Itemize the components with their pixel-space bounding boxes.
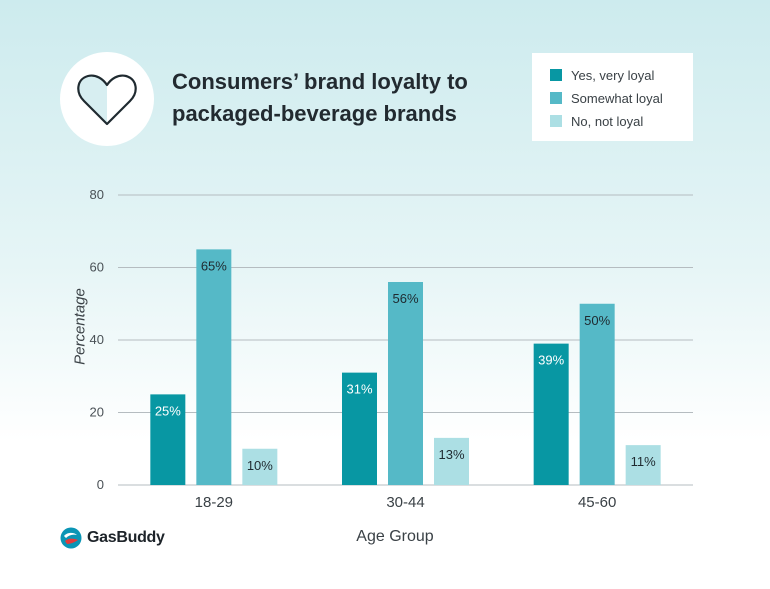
- legend-item-not-loyal: No, not loyal: [550, 113, 643, 129]
- legend-label-not-loyal: No, not loyal: [571, 113, 644, 129]
- brand-name: GasBuddy: [87, 529, 165, 546]
- bar: [342, 372, 377, 485]
- chart-title: Consumers’ brand loyalty to packaged-bev…: [172, 66, 512, 130]
- chart-title-line-2: packaged-beverage brands: [172, 101, 457, 126]
- gasbuddy-logo-icon: [60, 527, 82, 549]
- bar: [434, 437, 469, 485]
- y-axis-title: Percentage: [71, 288, 89, 365]
- legend-item-somewhat-loyal: Somewhat loyal: [550, 90, 663, 106]
- bar-data-label: 56%: [392, 291, 418, 306]
- bar-data-label: 39%: [538, 353, 564, 368]
- x-tick-label: 18-29: [195, 494, 233, 511]
- chart-title-line-1: Consumers’ brand loyalty to: [172, 69, 468, 94]
- bar: [579, 303, 615, 485]
- bar: [196, 249, 232, 485]
- y-tick-label: 60: [90, 260, 104, 275]
- bar-data-label: 31%: [346, 382, 372, 397]
- bar-data-label: 65%: [201, 258, 227, 273]
- bar-data-label: 10%: [247, 458, 273, 473]
- x-axis-title: Age Group: [356, 528, 434, 545]
- bar-data-label: 50%: [584, 313, 610, 328]
- bar-data-label: 11%: [631, 454, 656, 469]
- y-tick-label: 20: [90, 405, 104, 420]
- x-tick-label: 45-60: [578, 494, 616, 511]
- legend-label-somewhat-loyal: Somewhat loyal: [571, 90, 663, 106]
- x-tick-label: 30-44: [386, 494, 424, 511]
- heart-icon: [77, 74, 137, 126]
- bar: [150, 394, 186, 485]
- legend: Yes, very loyal Somewhat loyal No, not l…: [532, 53, 693, 141]
- gasbuddy-logo: GasBuddy: [60, 526, 165, 550]
- bar: [242, 448, 278, 485]
- y-tick-label: 40: [90, 332, 104, 347]
- legend-swatch-not-loyal: [550, 115, 562, 127]
- legend-item-very-loyal: Yes, very loyal: [550, 67, 654, 83]
- heart-badge: [60, 52, 154, 146]
- bar-data-label: 13%: [438, 447, 464, 462]
- bar-data-label: 25%: [155, 403, 181, 418]
- legend-label-very-loyal: Yes, very loyal: [571, 67, 655, 83]
- bar: [533, 343, 569, 485]
- legend-swatch-somewhat-loyal: [550, 92, 562, 104]
- y-tick-label: 80: [90, 187, 104, 202]
- bar: [625, 445, 661, 485]
- bar: [388, 282, 423, 485]
- y-tick-label: 0: [97, 477, 104, 492]
- legend-swatch-very-loyal: [550, 69, 562, 81]
